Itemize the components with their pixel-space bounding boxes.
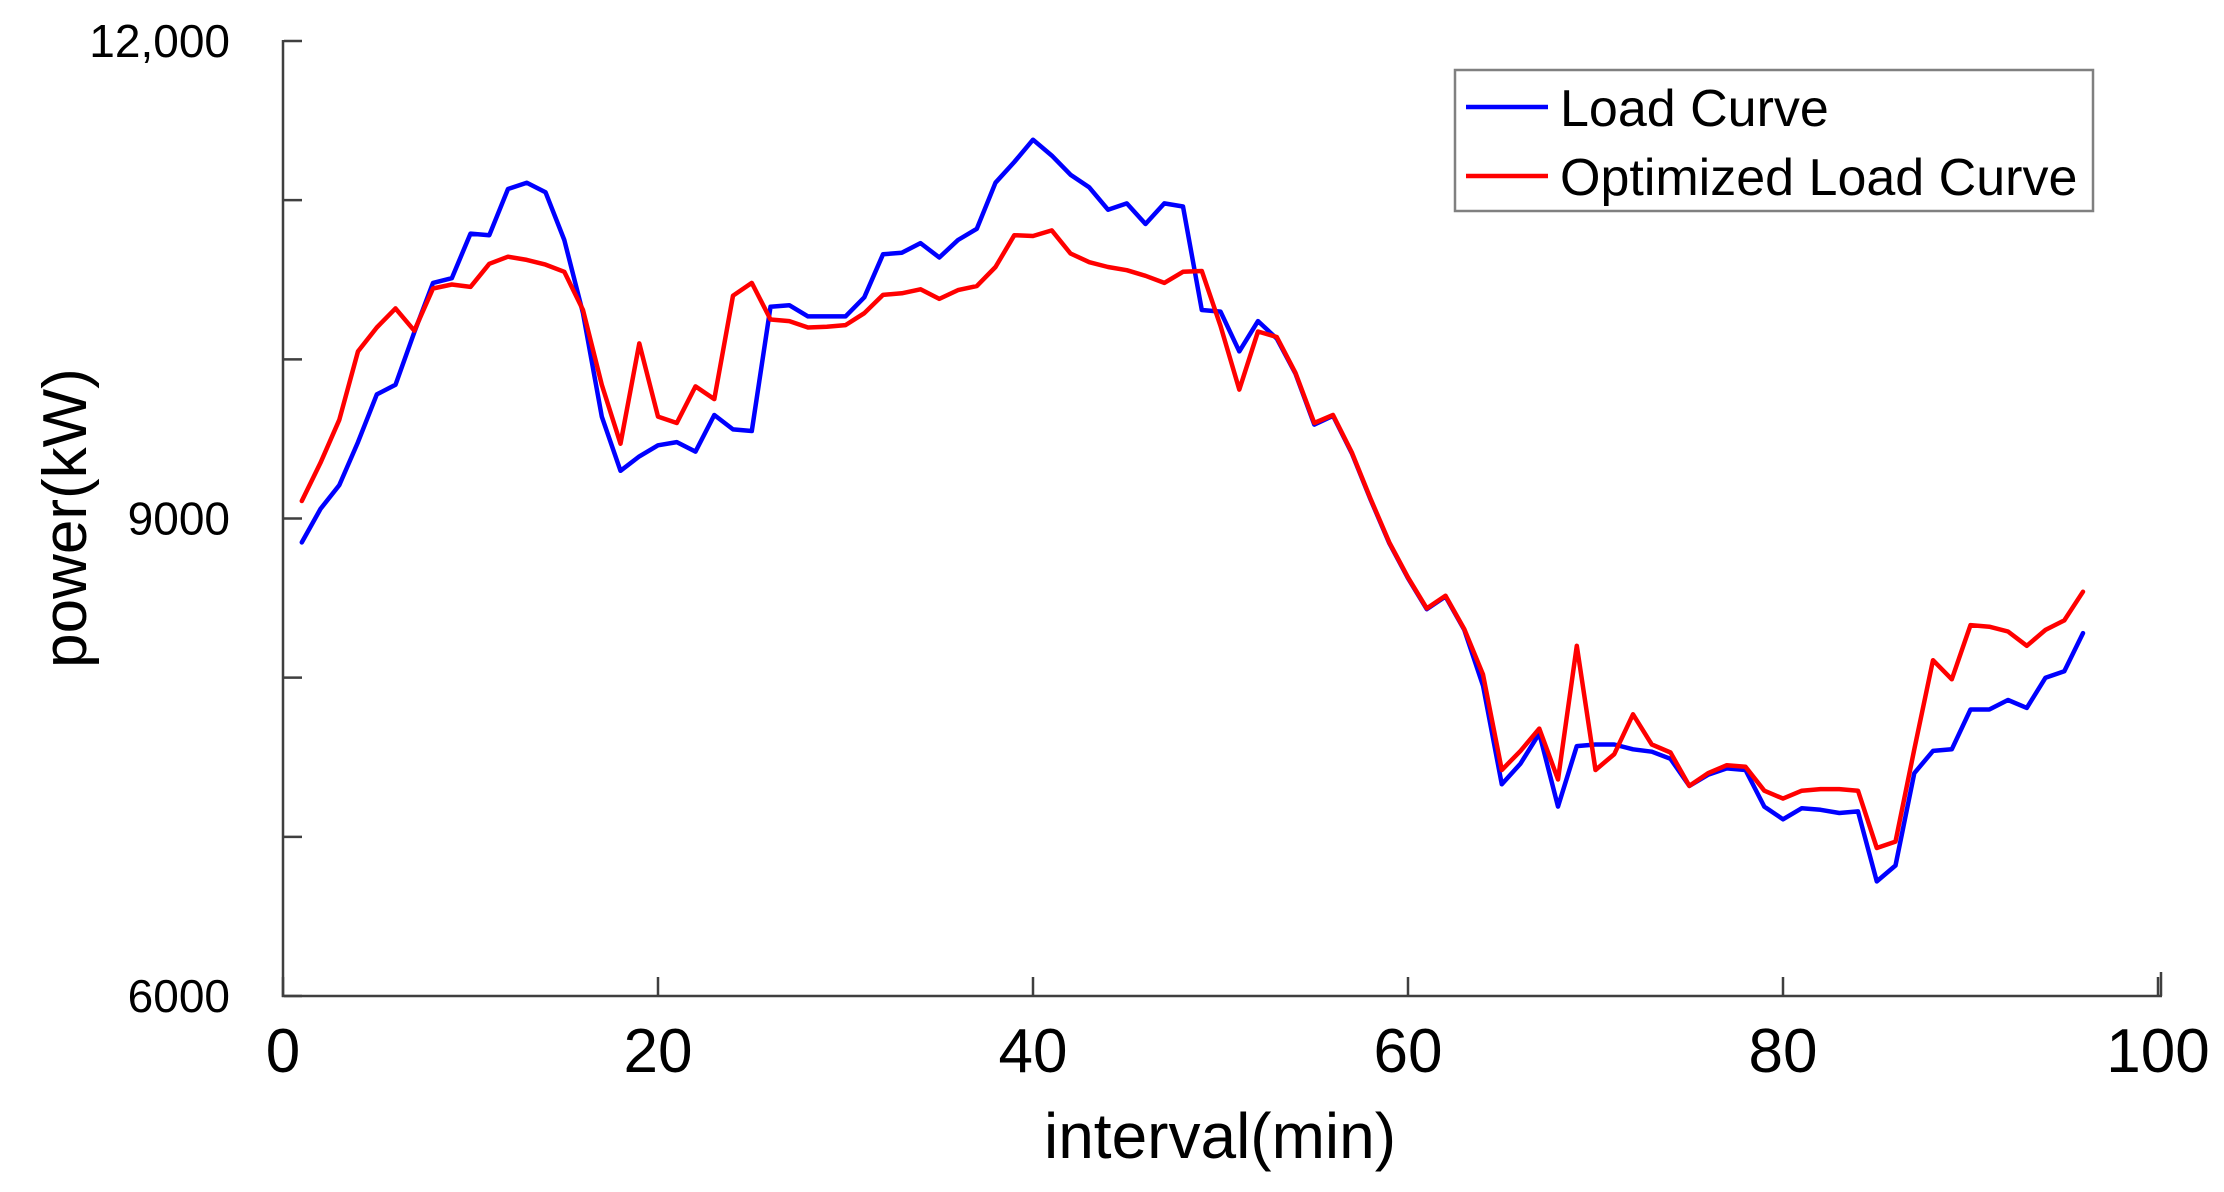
- legend-box: [1453, 68, 2095, 213]
- x-tick-label: 60: [1374, 1017, 1443, 1086]
- y-tick-label: 12,000: [89, 15, 230, 67]
- series-line-optimized-load-curve: [299, 228, 2086, 851]
- y-axis-ticks: 6000 9000 12,000: [89, 15, 302, 1022]
- legend-label-optimized-load-curve: Optimized Load Curve: [1560, 149, 2077, 207]
- x-tick-label: 80: [1749, 1017, 1818, 1086]
- axes: [281, 40, 2163, 998]
- y-tick-label: 9000: [128, 493, 230, 545]
- x-tick-label: 0: [266, 1017, 300, 1086]
- y-tick-label: 6000: [128, 970, 230, 1022]
- y-axis-title: power(kW): [31, 368, 100, 668]
- x-axis-title: interval(min): [1044, 1100, 1396, 1172]
- x-tick-label: 100: [2106, 1017, 2209, 1086]
- data-series: [299, 137, 2086, 884]
- legend: Load Curve Optimized Load Curve: [1453, 68, 2095, 213]
- x-tick-label: 40: [999, 1017, 1068, 1086]
- legend-label-load-curve: Load Curve: [1560, 80, 1829, 138]
- series-line-load-curve: [299, 137, 2086, 884]
- x-tick-label: 20: [624, 1017, 693, 1086]
- x-axis-ticks: 0 20 40 60 80 100: [266, 977, 2210, 1086]
